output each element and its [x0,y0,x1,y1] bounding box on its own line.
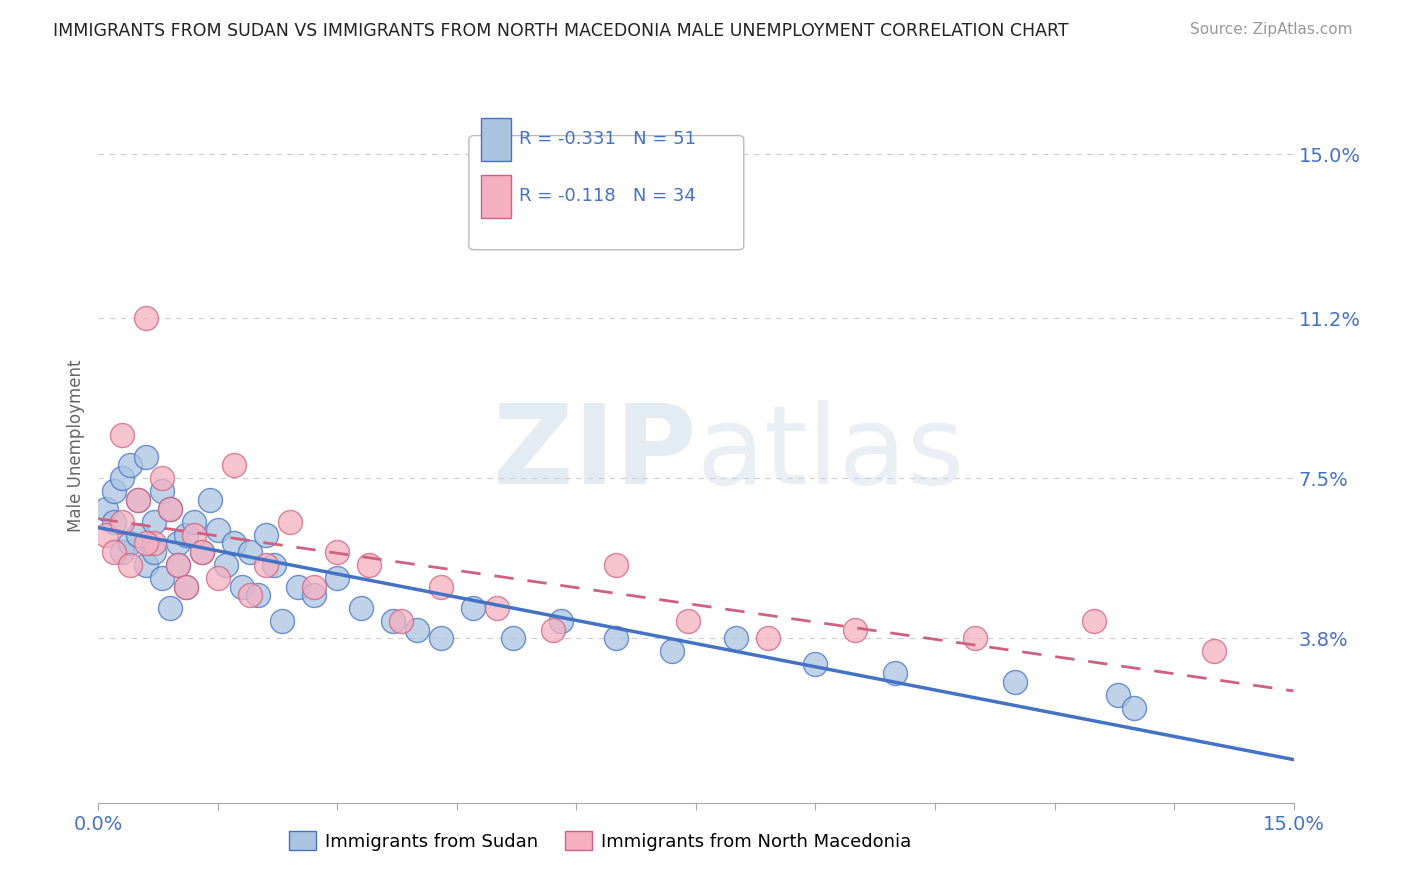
Point [120,458,142,473]
Point [135,536,157,550]
Point [485,601,508,615]
Point [254,558,277,572]
Point [287,580,309,594]
Point [430,632,453,646]
Point [103,545,125,559]
Point [96,527,118,541]
Point [1107,688,1129,702]
Point [143,545,166,559]
Point [756,632,779,646]
Point [1123,700,1146,714]
Point [167,558,190,572]
Point [159,601,181,615]
Point [350,601,373,615]
Point [382,614,405,628]
Point [191,545,214,559]
Point [127,493,149,508]
Point [135,558,157,572]
Point [270,614,292,628]
Point [96,501,118,516]
Point [159,501,181,516]
Point [111,428,134,442]
Point [326,571,349,585]
Point [111,545,134,559]
Point [254,527,277,541]
Point [605,632,627,646]
Point [406,623,429,637]
Point [278,515,301,529]
Point [198,493,221,508]
Text: Source: ZipAtlas.com: Source: ZipAtlas.com [1189,22,1353,37]
Point [150,484,173,499]
Point [159,501,181,516]
Point [111,471,134,485]
Point [150,471,173,485]
Point [676,614,699,628]
Point [135,311,157,326]
Point [359,558,381,572]
Point [1202,644,1225,658]
Point [502,632,524,646]
Point [127,493,149,508]
Point [215,558,238,572]
Point [1083,614,1105,628]
FancyBboxPatch shape [470,136,744,250]
Point [302,580,325,594]
Point [724,632,747,646]
Point [143,536,166,550]
Point [963,632,986,646]
Legend: Immigrants from Sudan, Immigrants from North Macedonia: Immigrants from Sudan, Immigrants from N… [281,824,920,858]
Point [430,580,453,594]
Point [174,580,197,594]
Point [174,580,197,594]
Point [207,524,229,538]
Point [150,571,173,585]
Point [222,458,245,473]
FancyBboxPatch shape [481,175,510,218]
Point [263,558,285,572]
Point [111,515,134,529]
Text: R = -0.118   N = 34: R = -0.118 N = 34 [519,187,696,205]
Point [222,536,245,550]
Point [1004,674,1026,689]
Text: R = -0.331   N = 51: R = -0.331 N = 51 [519,130,696,148]
Point [661,644,683,658]
Point [541,623,564,637]
Text: atlas: atlas [696,400,965,507]
Point [239,545,262,559]
Point [804,657,827,672]
Text: IMMIGRANTS FROM SUDAN VS IMMIGRANTS FROM NORTH MACEDONIA MALE UNEMPLOYMENT CORRE: IMMIGRANTS FROM SUDAN VS IMMIGRANTS FROM… [53,22,1069,40]
Point [302,588,325,602]
Point [135,450,157,464]
Point [174,527,197,541]
Point [884,666,907,681]
Point [605,558,627,572]
Y-axis label: Male Unemployment: Male Unemployment [66,359,84,533]
Point [127,527,149,541]
Point [167,536,190,550]
Point [246,588,269,602]
Point [550,614,572,628]
Point [167,558,190,572]
Point [461,601,484,615]
Text: ZIP: ZIP [492,400,696,507]
Point [103,515,125,529]
Point [389,614,412,628]
Point [120,558,142,572]
Point [191,545,214,559]
Point [207,571,229,585]
Point [183,527,205,541]
Point [103,484,125,499]
Point [143,515,166,529]
Point [120,536,142,550]
Point [326,545,349,559]
Point [231,580,253,594]
FancyBboxPatch shape [481,118,510,161]
Point [183,515,205,529]
Point [239,588,262,602]
Point [844,623,866,637]
